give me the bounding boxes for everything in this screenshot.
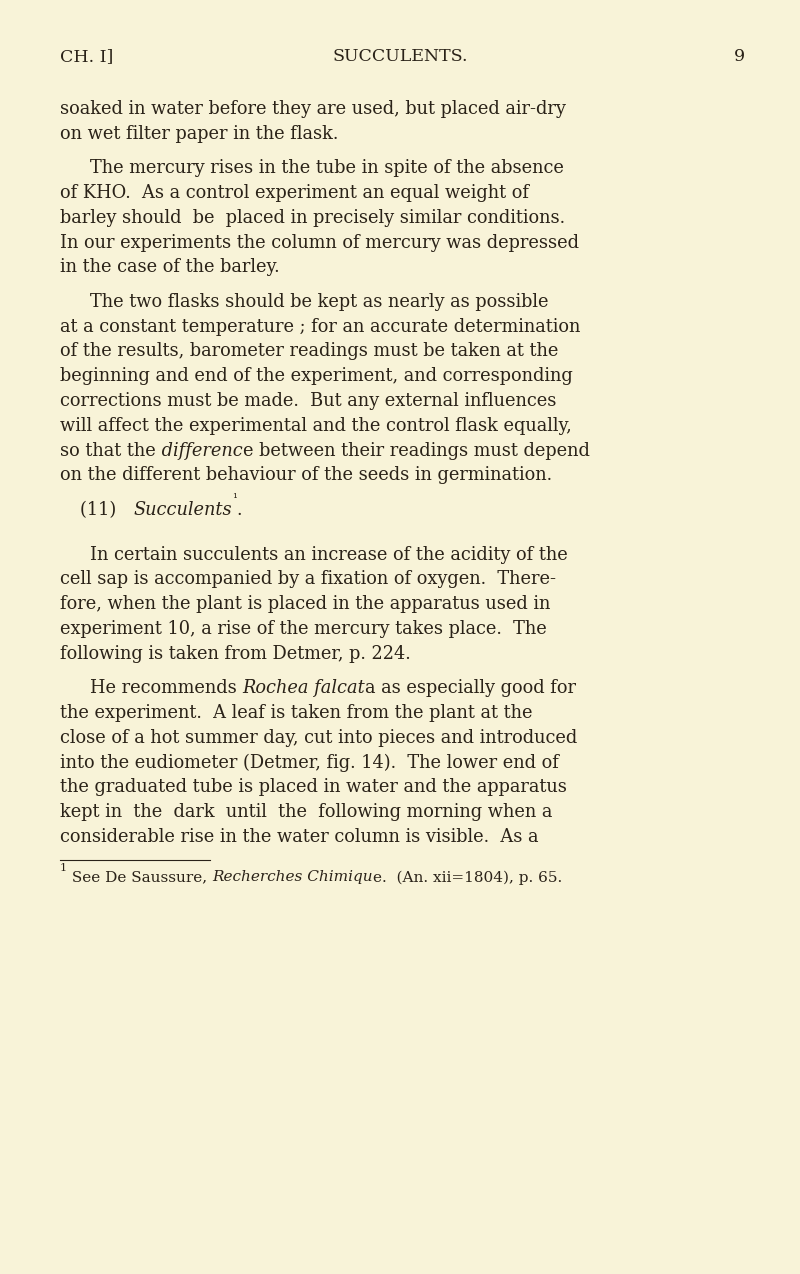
Text: ¹: ¹ (232, 492, 237, 505)
Text: close of a hot summer day, cut into pieces and introduced: close of a hot summer day, cut into piec… (60, 729, 578, 747)
Text: The mercury rises in the tube in spite of the absence: The mercury rises in the tube in spite o… (90, 159, 564, 177)
Text: at a constant temperature ; for an accurate determination: at a constant temperature ; for an accur… (60, 317, 580, 335)
Text: the graduated tube is placed in water and the apparatus: the graduated tube is placed in water an… (60, 778, 567, 796)
Text: In our experiments the column of mercury was depressed: In our experiments the column of mercury… (60, 233, 579, 252)
Text: experiment 10, a rise of the mercury takes place.  The: experiment 10, a rise of the mercury tak… (60, 620, 546, 638)
Text: The two flasks should be kept as nearly as possible: The two flasks should be kept as nearly … (90, 293, 549, 311)
Text: Rochea falcat: Rochea falcat (242, 679, 365, 697)
Text: considerable rise in the water column is visible.  As a: considerable rise in the water column is… (60, 828, 538, 846)
Text: .: . (237, 501, 242, 520)
Text: on the different behaviour of the seeds in germination.: on the different behaviour of the seeds … (60, 466, 552, 484)
Text: a as especially good for: a as especially good for (365, 679, 576, 697)
Text: SUCCULENTS.: SUCCULENTS. (332, 48, 468, 65)
Text: He recommends: He recommends (90, 679, 242, 697)
Text: 1: 1 (60, 862, 67, 873)
Text: in the case of the barley.: in the case of the barley. (60, 259, 280, 276)
Text: beginning and end of the experiment, and corresponding: beginning and end of the experiment, and… (60, 367, 573, 385)
Text: following is taken from Detmer, p. 224.: following is taken from Detmer, p. 224. (60, 645, 410, 662)
Text: will affect the experimental and the control flask equally,: will affect the experimental and the con… (60, 417, 572, 434)
Text: fore, when the plant is placed in the apparatus used in: fore, when the plant is placed in the ap… (60, 595, 550, 613)
Text: of KHO.  As a control experiment an equal weight of: of KHO. As a control experiment an equal… (60, 183, 529, 203)
Text: corrections must be made.  But any external influences: corrections must be made. But any extern… (60, 392, 556, 410)
Text: In certain succulents an increase of the acidity of the: In certain succulents an increase of the… (90, 545, 568, 563)
Text: so that the: so that the (60, 442, 156, 460)
Text: into the eudiometer (Detmer, fig. 14).  The lower end of: into the eudiometer (Detmer, fig. 14). T… (60, 754, 559, 772)
Text: CH. I]: CH. I] (60, 48, 114, 65)
Text: 9: 9 (734, 48, 745, 65)
Text: of the results, barometer readings must be taken at the: of the results, barometer readings must … (60, 343, 558, 361)
Text: Succulents: Succulents (133, 501, 232, 520)
Text: kept in  the  dark  until  the  following morning when a: kept in the dark until the following mor… (60, 804, 552, 822)
Text: the experiment.  A leaf is taken from the plant at the: the experiment. A leaf is taken from the… (60, 705, 533, 722)
Text: on wet filter paper in the flask.: on wet filter paper in the flask. (60, 125, 338, 143)
Text: e.  (An. xii=1804), p. 65.: e. (An. xii=1804), p. 65. (373, 870, 562, 884)
Text: See De Saussure,: See De Saussure, (67, 870, 212, 884)
Text: differenc: differenc (156, 442, 242, 460)
Text: e between their readings must depend: e between their readings must depend (242, 442, 590, 460)
Text: cell sap is accompanied by a fixation of oxygen.  There-: cell sap is accompanied by a fixation of… (60, 571, 556, 589)
Text: (11): (11) (80, 501, 133, 520)
Text: Recherches Chimiqu: Recherches Chimiqu (212, 870, 373, 884)
Text: soaked in water before they are used, but placed air-dry: soaked in water before they are used, bu… (60, 101, 566, 118)
Text: barley should  be  placed in precisely similar conditions.: barley should be placed in precisely sim… (60, 209, 565, 227)
